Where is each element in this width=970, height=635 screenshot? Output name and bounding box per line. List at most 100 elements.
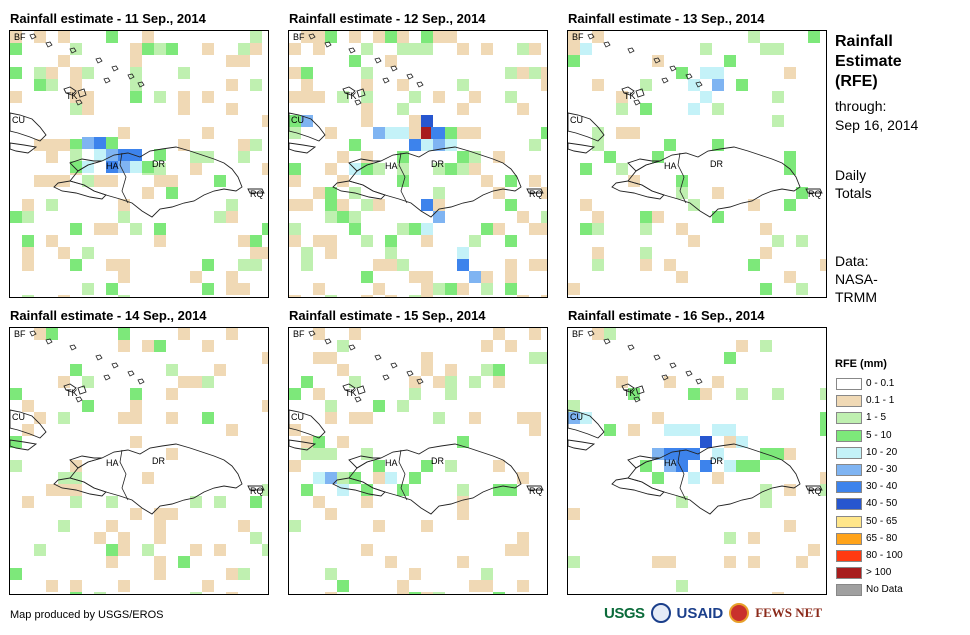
rain-cell (10, 91, 22, 103)
rain-cell (784, 199, 796, 211)
country-border (398, 449, 408, 501)
rain-cell (361, 271, 373, 283)
rain-cell (190, 544, 202, 556)
legend-row: 65 - 80 (836, 532, 897, 546)
rain-cell (238, 568, 250, 580)
rain-cell (154, 508, 166, 520)
rain-cell (106, 259, 118, 271)
place-label-dr: DR (710, 456, 723, 466)
rain-cell (409, 271, 421, 283)
rain-cell (313, 472, 325, 484)
rain-cell (529, 139, 541, 151)
rain-cell (118, 149, 130, 161)
data-source-line2: TRMM (835, 289, 877, 305)
rain-cell (349, 328, 361, 340)
rain-cell (409, 91, 421, 103)
rain-cell (688, 448, 700, 460)
rain-cell (541, 67, 547, 79)
rain-cell (409, 592, 421, 594)
rain-cell (421, 235, 433, 247)
rain-cell (118, 271, 130, 283)
rain-cell (202, 259, 214, 271)
rain-cell (421, 283, 433, 295)
legend-swatch (836, 429, 862, 442)
rain-cell (628, 175, 640, 187)
rain-cell (421, 364, 433, 376)
rain-cell (772, 235, 784, 247)
rain-cell (34, 67, 46, 79)
rain-cell (94, 223, 106, 235)
rain-cell (664, 556, 676, 568)
rain-cell (517, 544, 529, 556)
rain-cell (568, 43, 580, 55)
rain-cell (190, 496, 202, 508)
rain-cell (784, 271, 796, 283)
island-outline (661, 77, 669, 84)
rain-cell (628, 127, 640, 139)
rain-cell (34, 139, 46, 151)
coastline (611, 477, 665, 497)
rain-cell (349, 223, 361, 235)
rain-cell (517, 532, 529, 544)
rain-cell (529, 352, 541, 364)
rain-cell (568, 55, 580, 67)
rain-cell (712, 211, 724, 223)
rain-cell (592, 223, 604, 235)
island-outline (348, 47, 356, 54)
coastline (627, 455, 661, 469)
rain-cell (409, 376, 421, 388)
rain-cell (493, 460, 505, 472)
coastline (69, 146, 243, 218)
rain-cell (397, 484, 409, 496)
rain-cell (301, 115, 313, 127)
rain-cell (505, 67, 517, 79)
legend-row: 5 - 10 (836, 429, 892, 443)
rain-cell (784, 67, 796, 79)
rain-cell (58, 472, 70, 484)
rain-cell (592, 247, 604, 259)
country-border (677, 449, 687, 501)
rain-cell (166, 508, 178, 520)
coastline (53, 477, 107, 497)
rain-cell (226, 328, 238, 340)
rain-cell (313, 448, 325, 460)
rain-cell (70, 67, 82, 79)
island-outline (324, 338, 332, 345)
rain-cell (337, 211, 349, 223)
rain-cell (820, 424, 826, 436)
rain-cell (337, 580, 349, 592)
rain-cell (82, 376, 94, 388)
rain-cell (385, 259, 397, 271)
rain-cell (289, 43, 301, 55)
rain-cell (469, 235, 481, 247)
rain-cell (592, 139, 604, 151)
rain-cell (421, 520, 433, 532)
legend-label: No Data (866, 584, 903, 596)
rain-cell (505, 544, 517, 556)
rain-cell (166, 187, 178, 199)
rain-cell (58, 412, 70, 424)
rain-cell (373, 520, 385, 532)
rain-cell (10, 31, 22, 43)
rain-cell (640, 211, 652, 223)
rain-cell (652, 55, 664, 67)
island-outline (354, 396, 362, 403)
rain-cell (154, 556, 166, 568)
rain-cell (106, 556, 118, 568)
rain-cell (505, 283, 517, 295)
rain-cell-max (421, 127, 431, 139)
rain-cell (652, 211, 664, 223)
rain-cell (409, 223, 421, 235)
rain-cell (325, 508, 337, 520)
rain-cell (130, 400, 142, 412)
rain-cell (301, 376, 313, 388)
rain-cell (772, 592, 784, 594)
rain-cell (820, 472, 826, 484)
rain-cell (130, 436, 142, 448)
rain-cell (820, 484, 826, 496)
rain-cell (409, 139, 421, 151)
rain-cell (457, 103, 469, 115)
rain-cell (505, 235, 517, 247)
coastline (247, 188, 265, 194)
legend-row: 80 - 100 (836, 549, 903, 563)
